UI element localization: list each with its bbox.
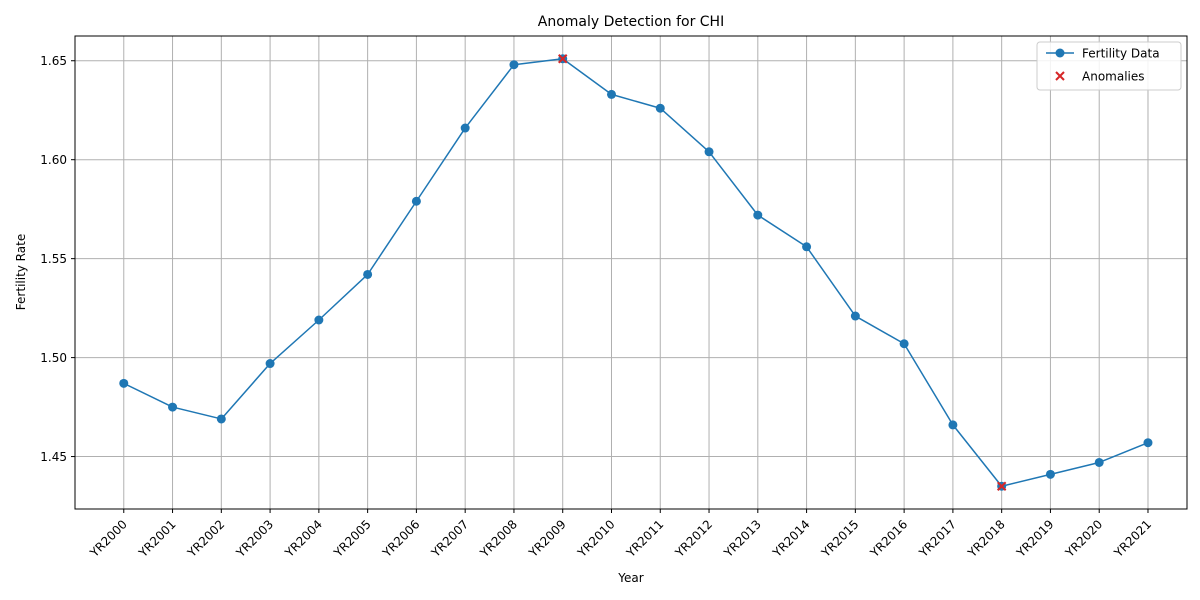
x-tick-label: YR2013: [721, 517, 764, 560]
data-point-yr2001: [168, 402, 178, 412]
x-tick-label: YR2012: [672, 517, 715, 560]
x-tick-label: YR2005: [330, 517, 373, 560]
x-tick-label: YR2010: [574, 517, 617, 560]
legend-label-fertility: Fertility Data: [1082, 47, 1160, 61]
x-tick-label: YR2011: [623, 517, 666, 560]
x-tick-label: YR2014: [769, 517, 812, 560]
legend-item-anomalies: Anomalies: [1055, 70, 1145, 84]
data-point-yr2017: [948, 420, 958, 430]
y-tick-label: 1.45: [40, 450, 67, 464]
x-tick-label: YR2000: [87, 517, 130, 560]
legend: Fertility Data Anomalies: [1036, 41, 1182, 91]
grid: [75, 36, 1187, 509]
y-tick-label: 1.60: [40, 153, 67, 167]
data-point-yr2011: [655, 103, 665, 113]
fertility-data-line: [123, 58, 1149, 487]
x-tick-label: YR2006: [379, 517, 422, 560]
x-tick-label: YR2021: [1111, 517, 1154, 560]
series-layer: [119, 54, 1153, 491]
data-point-yr2002: [216, 414, 226, 424]
data-point-yr2003: [265, 359, 275, 369]
x-axis-label: Year: [617, 571, 643, 585]
plot-frame: [74, 35, 1188, 510]
data-point-yr2014: [802, 242, 812, 252]
y-axis-label: Fertility Rate: [14, 234, 28, 310]
anomaly-marker-yr2009: [558, 54, 568, 64]
x-tick-label: YR2017: [916, 517, 959, 560]
data-point-yr2010: [606, 89, 616, 99]
legend-item-fertility: Fertility Data: [1046, 47, 1160, 61]
data-point-yr2019: [1045, 469, 1055, 479]
chart-title: Anomaly Detection for CHI: [538, 14, 724, 30]
data-point-yr2013: [753, 210, 763, 220]
data-point-yr2008: [509, 60, 519, 70]
data-point-yr2012: [704, 147, 714, 157]
data-point-yr2005: [363, 269, 373, 279]
anomaly-marker-yr2018: [996, 481, 1007, 491]
data-point-yr2015: [850, 311, 860, 321]
data-point-yr2006: [411, 196, 421, 206]
x-tick-label: YR2009: [526, 517, 569, 560]
y-axis-ticks: 1.45 1.50 1.55 1.60 1.65: [40, 54, 75, 464]
y-tick-label: 1.55: [40, 252, 67, 266]
x-tick-label: YR2008: [477, 517, 520, 560]
anomaly-layer: [558, 54, 1007, 491]
x-tick-label: YR2003: [233, 517, 276, 560]
y-tick-label: 1.50: [40, 351, 67, 365]
y-tick-label: 1.65: [40, 54, 67, 68]
data-point-yr2016: [899, 339, 909, 349]
legend-label-anomalies: Anomalies: [1082, 70, 1145, 84]
x-tick-label: YR2001: [135, 517, 178, 560]
x-tick-label: YR2002: [184, 517, 227, 560]
x-tick-label: YR2020: [1062, 517, 1105, 560]
x-tick-label: YR2015: [818, 517, 861, 560]
x-tick-label: YR2016: [867, 517, 910, 560]
legend-box: [1036, 41, 1182, 91]
x-axis-ticks: YR2000 YR2001 YR2002 YR2003 YR2004 YR2005 YR20…: [87, 509, 1154, 561]
data-point-yr2004: [314, 315, 324, 325]
x-tick-label: YR2018: [964, 517, 1007, 560]
x-tick-label: YR2019: [1013, 517, 1056, 560]
legend-marker-swatch: [1055, 48, 1065, 58]
x-tick-label: YR2004: [282, 517, 325, 560]
x-tick-label: YR2007: [428, 517, 471, 560]
legend-x-marker-swatch: [1055, 71, 1065, 81]
data-point-yr2021: [1143, 438, 1153, 448]
data-point-yr2020: [1094, 457, 1104, 467]
data-point-yr2007: [460, 123, 470, 133]
data-point-yr2000: [119, 378, 129, 388]
